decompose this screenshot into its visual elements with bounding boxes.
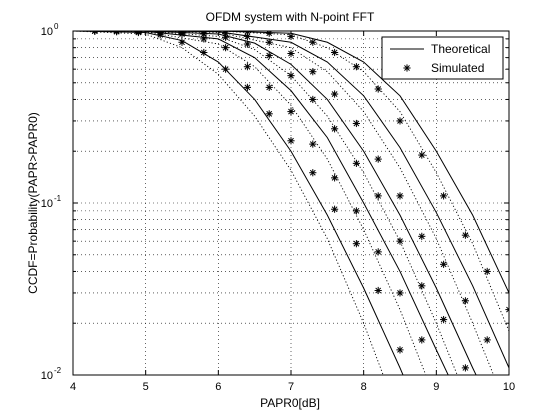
simulated-point xyxy=(243,83,251,91)
simulated-point xyxy=(265,51,273,60)
simulated-point xyxy=(200,48,208,57)
x-tick-label: 10 xyxy=(503,381,515,393)
simulated-point xyxy=(287,72,295,80)
x-tick-label: 7 xyxy=(288,381,294,393)
simulated-point xyxy=(396,192,404,200)
theoretical-line xyxy=(73,31,404,375)
simulated-point xyxy=(352,159,360,167)
simulated-point xyxy=(352,240,360,248)
simulated-point xyxy=(461,364,469,372)
simulated-point xyxy=(418,336,426,344)
simulated-point xyxy=(461,231,469,239)
dotted-line xyxy=(73,31,427,375)
simulated-point xyxy=(331,174,339,182)
y-tick-exponent: -2 xyxy=(54,366,62,375)
simulated-point xyxy=(222,65,230,73)
simulated-point xyxy=(265,83,273,91)
simulated-point xyxy=(309,68,317,76)
simulated-point xyxy=(287,49,295,58)
simulated-point xyxy=(374,155,382,163)
y-tick-label: 10 xyxy=(41,198,53,210)
simulated-point xyxy=(461,297,469,305)
legend-label: Theoretical xyxy=(431,42,490,56)
simulated-point xyxy=(396,346,404,354)
x-tick-label: 6 xyxy=(215,381,221,393)
grid-lines xyxy=(73,31,509,375)
y-tick-exponent: -1 xyxy=(54,194,62,203)
simulated-point xyxy=(309,38,317,46)
legend-label: Simulated xyxy=(431,61,484,75)
simulated-point xyxy=(287,137,295,145)
simulated-point xyxy=(352,207,360,215)
simulated-point xyxy=(309,140,317,148)
simulated-point xyxy=(396,117,404,125)
simulated-point xyxy=(265,110,273,118)
simulated-point xyxy=(418,232,426,240)
x-tick-label: 9 xyxy=(433,381,439,393)
plot-series xyxy=(73,31,509,375)
simulated-point xyxy=(309,169,317,177)
simulated-point xyxy=(418,151,426,159)
simulated-point xyxy=(331,205,339,213)
simulated-point xyxy=(309,95,317,104)
simulated-point xyxy=(440,315,448,324)
simulated-point xyxy=(440,192,448,200)
chart-title: OFDM system with N-point FFT xyxy=(206,10,375,24)
dotted-line xyxy=(73,31,384,375)
x-axis-label: PAPR0[dB] xyxy=(260,396,320,410)
simulated-point xyxy=(352,63,360,71)
x-tick-label: 4 xyxy=(70,381,76,393)
simulated-point xyxy=(374,192,382,200)
y-tick-label: 10 xyxy=(41,26,53,38)
simulated-point xyxy=(331,48,339,57)
simulated-point xyxy=(374,286,382,295)
theoretical-line xyxy=(73,31,477,375)
simulated-point xyxy=(483,267,491,276)
simulated-point xyxy=(287,107,295,116)
simulated-point xyxy=(222,44,230,52)
theoretical-line xyxy=(73,31,509,294)
legend-box xyxy=(381,36,504,80)
simulated-point xyxy=(243,40,251,48)
y-axis-label: CCDF=Probability(PAPR>PAPR0) xyxy=(26,112,40,294)
curve-group-5 xyxy=(73,31,509,332)
legend: Theoretical Simulated xyxy=(381,36,504,80)
simulated-point xyxy=(265,31,273,37)
legend-marker-sample xyxy=(403,64,411,72)
simulated-point xyxy=(483,336,491,344)
dotted-line xyxy=(73,31,458,375)
simulated-point xyxy=(178,38,186,46)
simulated-point xyxy=(331,90,339,98)
simulated-point xyxy=(331,125,339,133)
simulated-point xyxy=(418,282,426,290)
x-tick-label: 5 xyxy=(143,381,149,393)
simulated-point xyxy=(440,260,448,268)
simulated-point xyxy=(243,31,251,36)
x-tick-label: 8 xyxy=(361,381,367,393)
simulated-point xyxy=(396,237,404,245)
simulated-point xyxy=(352,119,360,128)
simulated-point xyxy=(265,38,273,46)
simulated-point xyxy=(374,248,382,256)
y-tick-label: 10 xyxy=(41,370,53,382)
y-tick-exponent: 0 xyxy=(54,22,59,31)
simulated-point xyxy=(396,289,404,297)
simulated-point xyxy=(243,63,251,71)
simulated-point xyxy=(374,85,382,93)
